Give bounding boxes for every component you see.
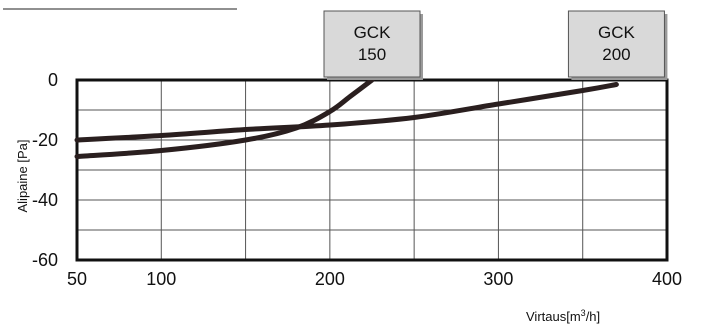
grid (76, 80, 667, 260)
series-label-boxes: GCK 150 GCK 200 (323, 10, 668, 80)
series-label-text: GCK (598, 23, 636, 42)
x-tick-labels: 50 100 200 300 400 (67, 269, 682, 289)
series-label-text: 150 (358, 45, 386, 64)
y-axis-label: Alipaine [Pa] (15, 140, 30, 213)
y-tick-labels: 0 -20 -40 -60 (32, 70, 58, 270)
y-tick-label: 0 (48, 70, 58, 90)
x-tick-label: 400 (652, 269, 682, 289)
series-label-text: 200 (602, 45, 630, 64)
y-tick-label: -20 (32, 130, 58, 150)
series-layer (74, 77, 619, 159)
x-tick-label: 100 (146, 269, 176, 289)
series-label-box-face (567, 10, 665, 78)
x-axis-label-tail: /h] (586, 309, 600, 324)
series-label-text: GCK (354, 23, 392, 42)
x-axis-label-base: Virtaus[m (526, 309, 581, 324)
x-tick-label: 50 (67, 269, 87, 289)
series-label-box-2: GCK 200 (567, 10, 668, 80)
x-tick-label: 200 (315, 269, 345, 289)
y-tick-label: -40 (32, 190, 58, 210)
y-tick-label: -60 (32, 250, 58, 270)
x-tick-label: 300 (483, 269, 513, 289)
x-axis-label-sup: 3 (581, 308, 586, 318)
series-label-box-face (323, 10, 421, 78)
series-label-box-1: GCK 150 (323, 10, 423, 80)
series-line-1 (74, 77, 375, 159)
x-axis-label: Virtaus[m3/h] (526, 308, 600, 324)
series-line-2 (74, 82, 619, 143)
